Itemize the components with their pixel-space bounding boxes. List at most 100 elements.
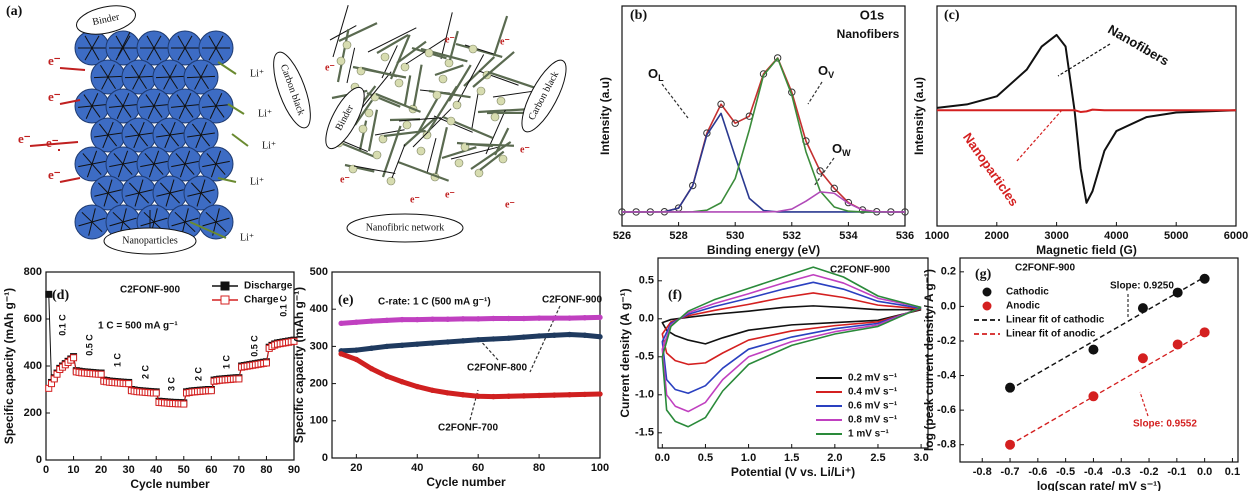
carbon-particle	[499, 155, 507, 163]
carbon-black-link	[218, 62, 236, 74]
annotation: 0.1 C	[278, 295, 288, 317]
carbon-black-link	[232, 134, 248, 146]
y-tick-label: 100	[310, 415, 328, 427]
carbon-particle	[491, 113, 499, 121]
marker	[1089, 345, 1098, 354]
x-tick-label: -0.1	[1167, 466, 1186, 478]
annotation-main: O	[832, 141, 842, 156]
li-label: Li⁺	[250, 68, 264, 79]
marker	[153, 390, 159, 396]
figure: (a) Binder Carbon black Nanoparticles Bi…	[0, 0, 1248, 491]
x-axis-label: Cycle number	[130, 477, 210, 491]
marker	[415, 384, 419, 388]
marker	[369, 319, 373, 323]
electron-arrow	[60, 178, 80, 182]
series-line	[622, 58, 905, 212]
x-tick-label: 0.0	[655, 452, 670, 464]
marker	[400, 317, 404, 321]
y-tick-label: -1.0	[635, 389, 654, 401]
marker	[476, 394, 480, 398]
fiber	[419, 94, 440, 131]
x-tick-label: 2.0	[827, 452, 842, 464]
y-tick-label: -0.2	[937, 335, 956, 347]
annotation: 3 C	[166, 377, 176, 392]
marker	[415, 342, 419, 346]
x-tick-label: 1.5	[784, 452, 799, 464]
x-tick-label: 0.0	[1197, 466, 1212, 478]
fiber	[488, 72, 539, 89]
electron-label: e⁻	[325, 62, 335, 73]
y-tick-label: -0.5	[635, 351, 654, 363]
series-line	[622, 58, 905, 212]
series-line	[662, 293, 921, 364]
arrow	[1140, 392, 1148, 416]
series-label: C2FONF-700	[438, 423, 498, 434]
x-tick-label: 40	[150, 464, 162, 476]
nanoparticles-label: Nanoparticles	[122, 235, 178, 246]
marker	[537, 393, 541, 397]
fiber	[495, 128, 508, 155]
legend-label: Anodic	[1006, 301, 1040, 312]
arrow	[1016, 110, 1062, 162]
x-tick-label: 90	[288, 464, 300, 476]
x-tick-label: -0.5	[1056, 466, 1075, 478]
annotation: Slope: 0.9552	[1133, 419, 1197, 430]
marker	[181, 401, 187, 407]
legend-label: 0.6 mV s⁻¹	[848, 401, 898, 412]
marker	[221, 282, 229, 290]
y-tick-label: 400	[24, 360, 42, 372]
fiber	[362, 68, 397, 76]
electron-arrow	[60, 68, 85, 70]
marker	[491, 316, 495, 320]
series-label: C2FONF-800	[467, 363, 527, 374]
series-label: Nanoparticles	[960, 130, 1022, 209]
marker	[1006, 440, 1015, 449]
carbon-particle	[477, 87, 485, 95]
marker	[385, 318, 389, 322]
fiber	[413, 109, 451, 147]
marker	[339, 352, 343, 356]
y-tick-label: 400	[310, 303, 328, 315]
marker	[522, 335, 526, 339]
carbon-particle	[433, 91, 441, 99]
series-line	[341, 317, 600, 323]
carbon-particle	[401, 63, 409, 71]
y-tick-label: 0.0	[639, 313, 654, 325]
y-tick-label: 600	[24, 313, 42, 325]
marker	[983, 288, 991, 296]
x-axis-label: Potential (V vs. Li/Li⁺)	[731, 465, 855, 479]
series-line	[937, 35, 1236, 203]
x-tick-label: 534	[839, 230, 858, 242]
marker	[552, 316, 556, 320]
fiber	[414, 65, 422, 106]
li-label: Li⁺	[262, 140, 276, 151]
x-tick-label: 100	[591, 462, 609, 474]
legend-label: Charge	[244, 295, 279, 306]
series-line	[341, 335, 600, 351]
marker	[598, 315, 602, 319]
panel-label: (f)	[668, 288, 682, 303]
marker	[567, 316, 571, 320]
arrow	[662, 84, 688, 118]
carbon-particle	[417, 147, 425, 155]
series-line	[341, 354, 600, 397]
carbon-particle	[455, 159, 463, 167]
annotation: C2FONF-900	[830, 265, 890, 276]
marker	[983, 302, 991, 310]
fiber	[368, 28, 416, 52]
marker	[354, 320, 358, 324]
electron-label: e⁻	[18, 131, 31, 146]
panel-label: (g)	[975, 267, 992, 282]
annotation: 1 C = 500 mA g⁻¹	[98, 321, 178, 332]
x-tick-label: 530	[726, 230, 744, 242]
electron-label: e⁻	[520, 144, 530, 155]
carbon-particle	[453, 101, 461, 109]
carbon-particle	[439, 75, 447, 83]
marker	[126, 381, 132, 387]
marker	[354, 357, 358, 361]
marker	[46, 291, 52, 297]
marker	[221, 296, 229, 304]
annotation: C-rate: 1 C (500 mA g⁻¹)	[378, 297, 491, 308]
marker	[476, 317, 480, 321]
marker	[506, 394, 510, 398]
